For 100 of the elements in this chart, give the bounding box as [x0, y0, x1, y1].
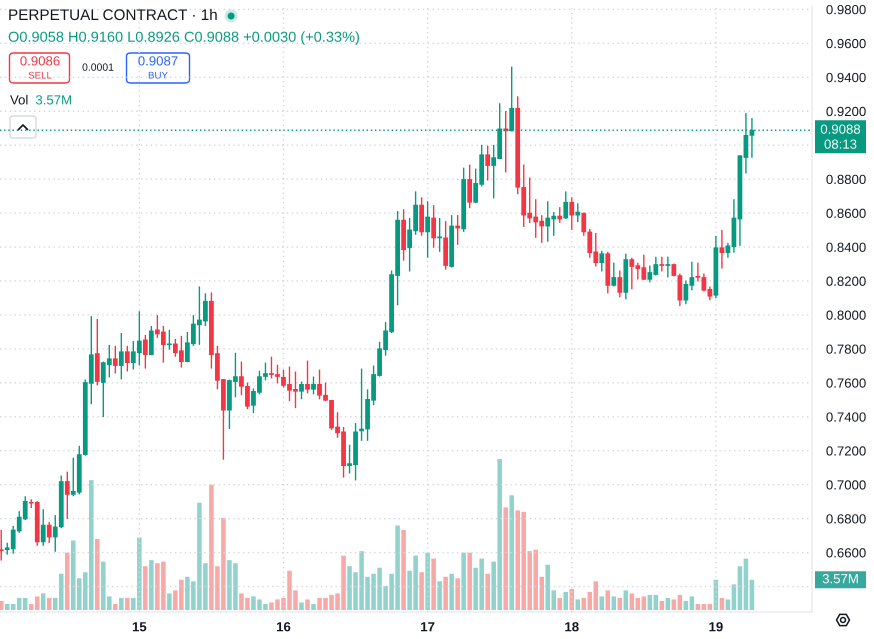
candlestick [503, 110, 508, 174]
bar [119, 598, 124, 610]
candlestick [611, 262, 616, 288]
bar [467, 552, 472, 610]
y-tick-label: 0.6800 [826, 514, 866, 524]
candlestick [305, 360, 310, 394]
y-tick-label: 0.8000 [826, 310, 866, 320]
y-tick-label: 0.7800 [826, 344, 866, 354]
x-tick-label: 19 [709, 622, 723, 632]
annotation: O0.9058 H0.9160 L0.8926 C0.9088 +0.0030 (+0.33%) [8, 31, 359, 45]
bar [666, 598, 670, 610]
bar [0, 600, 4, 610]
bar [575, 599, 580, 610]
bar [509, 495, 514, 610]
bar [557, 598, 562, 610]
bar [40, 593, 46, 610]
candlestick [569, 196, 574, 231]
bar [401, 530, 406, 610]
bar [419, 572, 424, 610]
bar [431, 558, 436, 610]
candlestick [467, 164, 472, 209]
candlestick [659, 256, 664, 272]
bar [64, 552, 70, 610]
bar [113, 604, 118, 610]
y-tick-label: 0.9200 [826, 106, 866, 116]
bar [563, 592, 568, 610]
y-tick-label: 0.9800 [826, 4, 866, 14]
x-tick-label: 16 [276, 622, 290, 632]
bar [125, 598, 130, 610]
bar [612, 596, 616, 610]
annotation: SELL [28, 72, 52, 79]
bar [311, 604, 316, 610]
chart-title: PERPETUAL CONTRACT · 1h [9, 8, 217, 20]
candlestick [142, 334, 148, 370]
bar [720, 598, 724, 610]
annotation: BUY [148, 72, 168, 79]
x-tick-label: 18 [565, 622, 579, 632]
y-tick-label: 0.9400 [826, 72, 866, 82]
bar [95, 539, 100, 610]
y-tick-label: 0.8600 [826, 208, 866, 218]
candlestick [64, 470, 70, 520]
bar [485, 574, 490, 610]
y-tick-label: 0.8800 [826, 174, 866, 184]
candlestick [299, 380, 304, 400]
bar [437, 581, 442, 610]
candlestick [665, 256, 670, 278]
candlestick [112, 345, 118, 374]
candlestick [124, 345, 130, 372]
bar [299, 602, 304, 610]
bar [618, 598, 622, 610]
candlestick [617, 270, 622, 298]
candlestick [148, 325, 154, 356]
y-tick-label: 0.9600 [826, 38, 866, 48]
y-tick-label: 0.7600 [826, 378, 866, 388]
bar [449, 574, 454, 610]
candlestick [485, 145, 490, 182]
annotation: Vol [10, 94, 28, 105]
text: 3.57M [822, 574, 858, 584]
x-tick-label: 17 [421, 622, 434, 632]
candlestick [455, 214, 460, 246]
annotation: 0.9087 [138, 56, 178, 66]
candlestick [46, 521, 52, 544]
candlestick [40, 508, 46, 546]
ref-line-label: 0.9088 [820, 124, 860, 134]
candlestick [563, 190, 568, 220]
candlestick [425, 200, 430, 258]
bar [143, 566, 148, 610]
candlestick [431, 204, 436, 248]
x-tick-label: 15 [132, 622, 146, 632]
bar [660, 600, 664, 610]
bar [149, 560, 154, 610]
candlestick [0, 529, 4, 562]
annotation: 0.0001 [82, 63, 114, 71]
candlestick [599, 250, 604, 272]
bar [455, 578, 460, 610]
bar [600, 596, 604, 610]
candlestick [311, 376, 316, 396]
candlestick [557, 206, 562, 224]
y-tick-label: 0.7200 [826, 446, 866, 456]
bar [443, 576, 448, 610]
bar [46, 598, 52, 610]
candlestick [118, 332, 124, 380]
y-tick-label: 0.7000 [826, 480, 866, 490]
annotation: 0.9086 [20, 56, 60, 66]
text: 08:13 [824, 139, 856, 149]
y-tick-label: 0.8400 [826, 242, 866, 252]
candlestick [166, 329, 172, 350]
annotation: 3.57M [36, 95, 71, 105]
y-tick-label: 0.8200 [826, 276, 866, 286]
candlestick [575, 202, 580, 223]
candlestick [720, 229, 724, 270]
bar [569, 588, 574, 610]
bar [624, 590, 628, 610]
bar [461, 552, 466, 610]
bar [503, 507, 508, 610]
bar [305, 599, 310, 610]
y-tick-label: 0.7400 [826, 412, 866, 422]
y-tick-label: 0.6600 [826, 548, 866, 558]
candlestick [437, 217, 442, 252]
bar [167, 593, 172, 610]
